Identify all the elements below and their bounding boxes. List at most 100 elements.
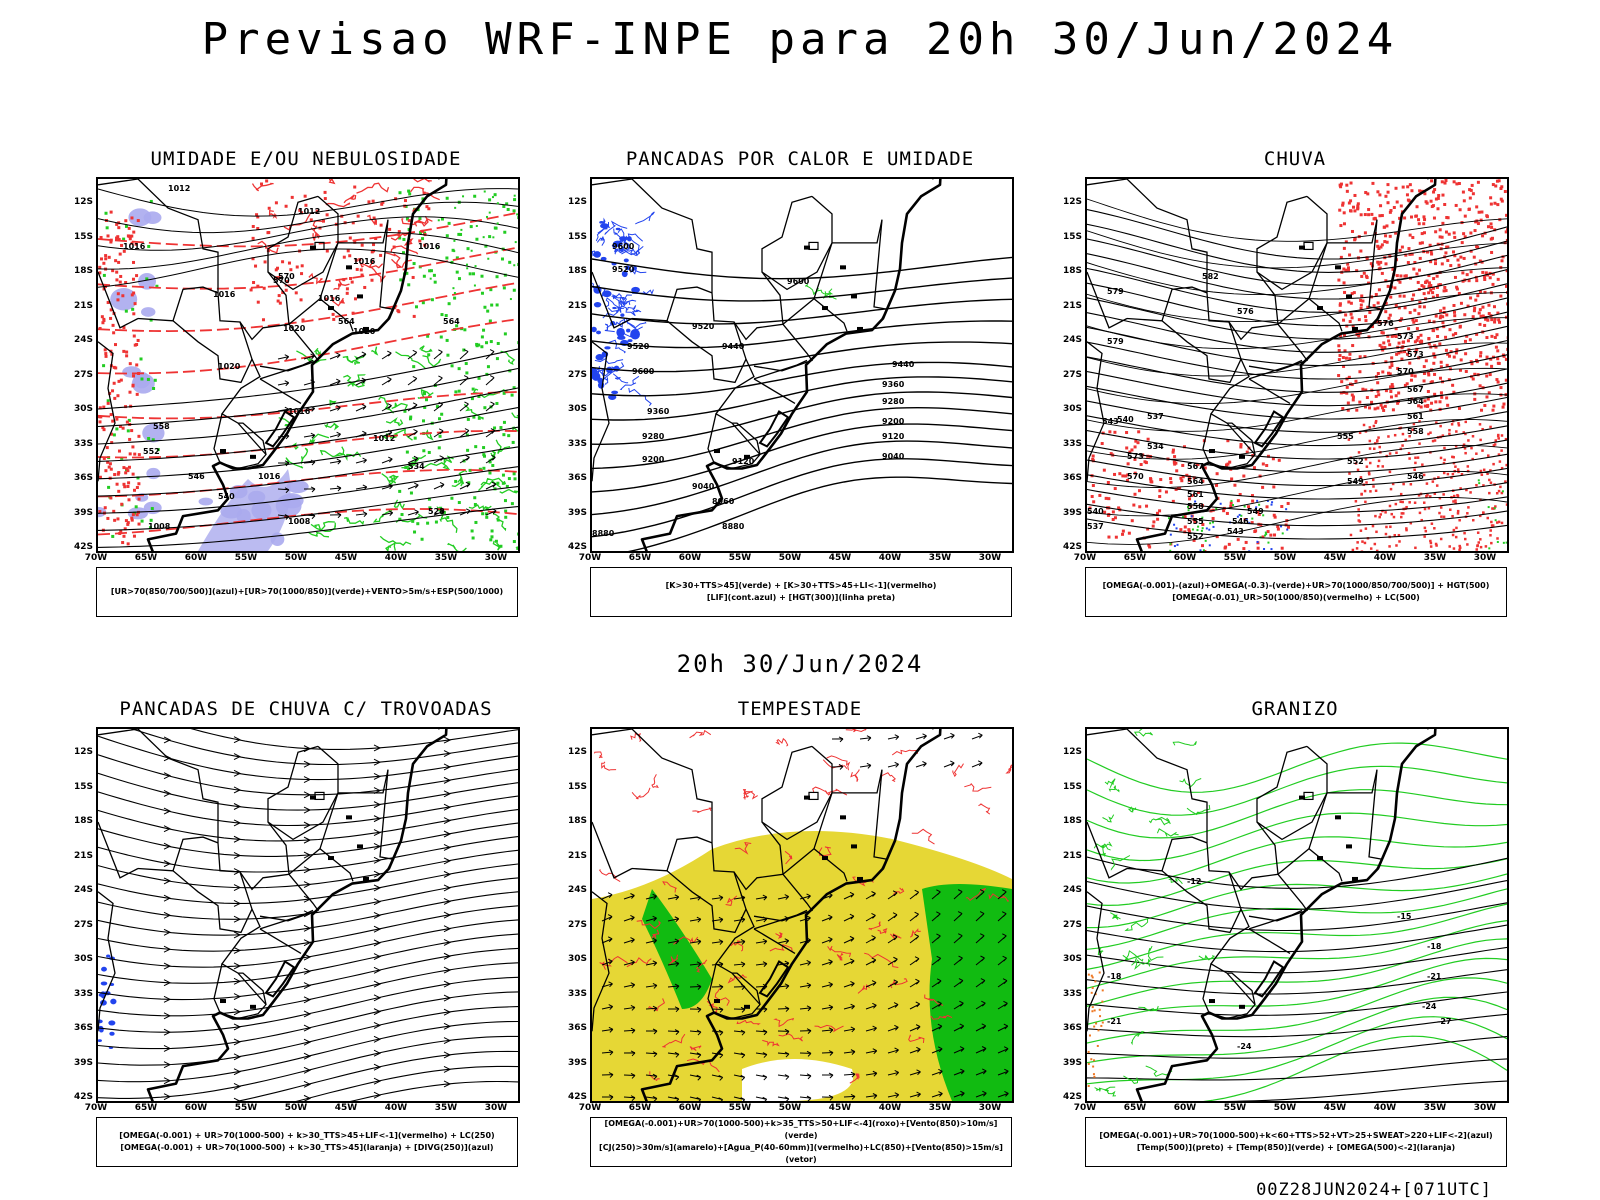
contour-label: 537 <box>1147 412 1164 421</box>
contour-label: 9040 <box>882 452 905 461</box>
lat-label: 39S <box>1062 507 1082 518</box>
lat-label: 36S <box>567 473 587 483</box>
lat-label: 39S <box>73 507 93 518</box>
contour-label: 1020 <box>283 324 306 333</box>
lat-label: 12S <box>73 747 93 757</box>
lon-label: 60W <box>1173 553 1197 563</box>
map-panel-chuva: 582 579 579 576 576 573 573 570 567 564 561 558 555 5… <box>1085 177 1509 553</box>
lat-label: 27S <box>567 919 587 930</box>
contour-label: 570 <box>1127 472 1144 481</box>
contour-label: 564 <box>1187 477 1204 486</box>
panel-title: PANCADAS POR CALOR E UMIDADE <box>625 148 975 170</box>
lat-label: 33S <box>567 438 587 449</box>
legend-line: [K>30+TTS>45](verde) + [K>30+TTS>45+LI<-… <box>665 581 937 590</box>
contour-label: 567 <box>1407 385 1424 394</box>
contour-label: 9600 <box>632 367 655 376</box>
contour-label: 8880 <box>592 529 615 538</box>
contour-label: 546 <box>188 472 205 481</box>
lat-label: 36S <box>567 1023 587 1033</box>
lat-label: 33S <box>567 988 587 999</box>
map-graphic: 1012 1012 1016 1016 1016 1016 1016 1020 1020 1020… <box>98 179 518 551</box>
legend-line: [Temp(500)](preto) + [Temp(850)](verde) … <box>1136 1143 1456 1152</box>
contour-label: 561 <box>1407 412 1424 421</box>
lon-label: 30W <box>1473 1103 1497 1113</box>
contour-label: 1016 <box>123 242 146 251</box>
legend-box: [OMEGA(-0.001)+UR>70(1000-500)+k<60+TTS>… <box>1085 1117 1507 1167</box>
contour-label: 549 <box>1347 477 1364 486</box>
contour-label: 567 <box>1187 462 1204 471</box>
contour-label: 9520 <box>612 265 635 274</box>
contour-label: 537 <box>1087 522 1104 531</box>
contour-label: 564 <box>338 317 355 326</box>
lon-label: 40W <box>1373 1103 1397 1113</box>
legend-line: [OMEGA(-0.001)+UR>70(1000-500)+k<60+TTS>… <box>1099 1131 1493 1140</box>
lon-label: 45W <box>1323 1103 1347 1113</box>
lon-label: 70W <box>84 553 108 563</box>
contour-label: 9280 <box>882 397 905 406</box>
contour-label: 552 <box>1187 532 1204 541</box>
contour-label: 1016 <box>288 407 311 416</box>
contour-label: 549 <box>1247 507 1264 516</box>
contour-label: 570 <box>273 276 290 285</box>
lon-label: 70W <box>84 1103 108 1113</box>
lat-label: 36S <box>1062 1023 1082 1033</box>
contour-label: 1016 <box>418 242 441 251</box>
lat-label: 12S <box>567 197 587 207</box>
lon-label: 60W <box>678 1103 702 1113</box>
legend-box: [OMEGA(-0.001) + UR>70(1000-500) + k>30_… <box>96 1117 518 1167</box>
lon-label: 45W <box>334 1103 358 1113</box>
contour-label: 579 <box>1107 287 1124 296</box>
contour-label: 576 <box>1377 319 1394 328</box>
run-timestamp: 00Z28JUN2024+[071UTC] <box>1256 1180 1492 1200</box>
map-panel-pancadas_calor: 9600 9520 9600 9520 9600 9520 9440 9440 9360 9280… <box>590 177 1014 553</box>
contour-label: 1016 <box>213 290 236 299</box>
lat-label: 12S <box>1062 747 1082 757</box>
contour-label: 552 <box>1347 457 1364 466</box>
contour-label: 543 <box>1227 527 1244 536</box>
contour-label: 576 <box>1237 307 1254 316</box>
contour-label: -21 <box>1107 1017 1122 1026</box>
lon-label: 65W <box>134 553 158 563</box>
lon-label: 55W <box>234 1103 258 1113</box>
map-graphic: -12-15-18-21-24-27-24-21-18 <box>1087 729 1507 1101</box>
contour-label: 1016 <box>258 472 281 481</box>
contour-label: 1016 <box>318 294 341 303</box>
contour-label: -18 <box>1427 942 1442 951</box>
contour-label: 9360 <box>647 407 670 416</box>
contour-label: 540 <box>1087 507 1104 516</box>
lon-label: 45W <box>828 1103 852 1113</box>
lat-label: 24S <box>73 335 93 345</box>
contour-label: 1020 <box>353 327 376 336</box>
lat-label: 18S <box>567 266 587 276</box>
legend-line: [UR>70(850/700/500)](azul)+[UR>70(1000/8… <box>110 587 504 596</box>
contour-label: 555 <box>1187 517 1204 526</box>
contour-label: -21 <box>1427 972 1442 981</box>
lat-label: 27S <box>1062 919 1082 930</box>
panel-title: TEMPESTADE <box>737 698 863 720</box>
lat-label: 42S <box>567 542 587 552</box>
contour-label: -24 <box>1237 1042 1252 1051</box>
contour-label: 555 <box>1337 432 1354 441</box>
lon-label: 50W <box>1273 553 1297 563</box>
lat-label: 12S <box>73 197 93 207</box>
lon-label: 40W <box>878 553 902 563</box>
lat-label: 33S <box>1062 438 1082 449</box>
lat-label: 39S <box>567 507 587 518</box>
lon-label: 30W <box>978 553 1002 563</box>
contour-label: 528 <box>428 507 445 516</box>
contour-label: 9360 <box>882 380 905 389</box>
map-graphic <box>592 729 1012 1101</box>
lon-label: 60W <box>184 553 208 563</box>
contour-label: 9120 <box>732 457 755 466</box>
lon-label: 40W <box>1373 553 1397 563</box>
contour-label: 1012 <box>373 434 395 443</box>
contour-label: 9040 <box>692 482 715 491</box>
lat-label: 21S <box>567 850 587 861</box>
contour-label: 8960 <box>712 497 735 506</box>
lat-label: 39S <box>73 1057 93 1068</box>
lat-label: 21S <box>73 850 93 861</box>
contour-label: 564 <box>1407 397 1424 406</box>
contour-label: 9520 <box>627 342 650 351</box>
lat-label: 33S <box>73 988 93 999</box>
contour-label: 546 <box>1407 472 1424 481</box>
